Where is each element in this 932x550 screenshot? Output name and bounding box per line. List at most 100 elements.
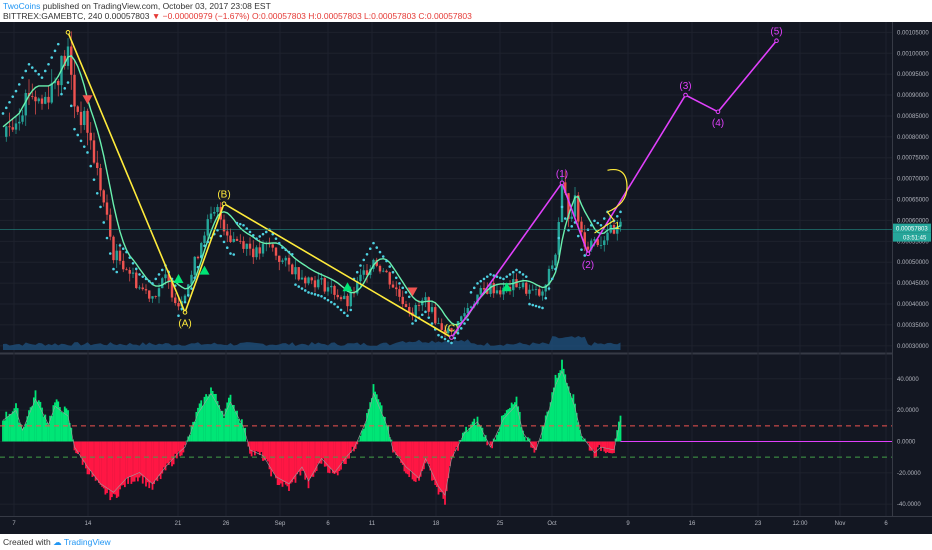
candle-body [57, 80, 60, 86]
candle-body [339, 297, 343, 300]
candle-body [414, 305, 417, 316]
candle-body [148, 290, 151, 299]
candle-body [395, 287, 398, 290]
buy-signal-triangle [501, 282, 512, 292]
sar-dot [121, 247, 125, 251]
candle-body [479, 288, 482, 295]
impulse-wave-pivot [449, 335, 454, 340]
candle-body [424, 297, 427, 301]
candle-body [294, 267, 297, 275]
candle-body [161, 278, 164, 289]
candle-body [463, 313, 466, 317]
osc-line [2, 370, 621, 496]
tradingview-link[interactable]: TradingView [63, 537, 111, 547]
candle-body [89, 132, 92, 141]
sar-dot [53, 49, 57, 53]
osc-tick-label: -40.0000 [897, 502, 921, 508]
sar-dot [596, 221, 600, 225]
candle-body [174, 297, 177, 304]
sar-dot [459, 327, 463, 330]
candle-body [564, 182, 567, 194]
sar-dot [300, 287, 304, 290]
sar-dot [147, 279, 151, 283]
candle-body [118, 250, 122, 261]
candle-body [102, 190, 105, 203]
candle-body [518, 287, 521, 289]
candle-body [213, 211, 216, 214]
sar-dot [222, 240, 226, 244]
candle-body [554, 254, 557, 266]
parabolic-sar [1, 42, 622, 345]
impulse-wave-line [450, 40, 778, 338]
candle-body [196, 256, 200, 259]
sar-dot [248, 230, 252, 234]
candle-body [531, 289, 534, 291]
sar-dot [524, 275, 528, 278]
candle-body [183, 295, 187, 302]
sar-dot [362, 258, 366, 262]
chart-canvas[interactable]: (A)(B)(C)(1)(2)(3)(4)(5)1 0.001050000.00… [0, 22, 932, 534]
candle-body [40, 98, 44, 104]
sub-wave-label: 1 [614, 221, 620, 232]
candle-body [83, 110, 86, 126]
candle-body [209, 213, 213, 220]
candle-body [291, 264, 294, 275]
candle-body [408, 306, 411, 313]
candle-body [391, 284, 395, 288]
corrective-wave-label: (B) [217, 190, 230, 201]
sar-dot [489, 273, 492, 276]
sar-dot [232, 253, 236, 256]
sar-dot [115, 270, 119, 274]
sar-dot [30, 66, 34, 69]
candle-body [255, 247, 258, 258]
osc-tick-label: 0.0000 [897, 439, 916, 445]
time-tick-label: 21 [175, 521, 182, 527]
sar-dot [151, 282, 154, 285]
candle-body [375, 259, 378, 266]
price-axis: 0.00105000 0.00100000 0.00095000 0.00090000… [897, 30, 929, 349]
impulse-wave-label: (3) [679, 81, 691, 92]
sar-dot [472, 286, 476, 290]
candle-body [177, 303, 180, 307]
candle-body [388, 272, 391, 285]
sar-dot [60, 92, 63, 96]
sar-dot [50, 56, 54, 59]
candle-body [96, 162, 99, 169]
candle-body [37, 98, 40, 102]
sar-dot [411, 322, 414, 325]
sar-dot [482, 277, 486, 281]
candle-body [14, 123, 18, 130]
candle-body [593, 239, 596, 241]
sar-dot [534, 304, 538, 308]
candle-body [336, 294, 339, 298]
current-price-badge-bg [893, 223, 931, 233]
candle-body [599, 245, 603, 246]
sar-dot [567, 228, 570, 232]
sar-dot [219, 234, 223, 238]
candle-body [434, 307, 437, 324]
candle-body [365, 270, 369, 275]
sar-dot [290, 253, 294, 256]
candle-body [538, 289, 541, 296]
impulse-wave-label: (5) [770, 27, 782, 38]
price-tick-label: 0.00075000 [897, 156, 929, 162]
tradingview-logo-icon: ☁ [53, 537, 62, 547]
author-link[interactable]: TwoCoins [3, 1, 41, 11]
candle-body [515, 279, 518, 288]
price-tick-label: 0.00070000 [897, 177, 929, 183]
volume-area [3, 336, 621, 350]
sar-dot [154, 277, 158, 281]
candle-body [606, 232, 609, 241]
sar-dot [196, 265, 200, 269]
candle-body [261, 243, 265, 254]
candle-body [359, 274, 362, 282]
candle-body [258, 247, 261, 254]
price-tick-label: 0.00055000 [897, 239, 929, 245]
candle-body [547, 268, 551, 285]
sar-dot [463, 322, 466, 325]
sar-dot [99, 205, 102, 209]
candle-body [326, 287, 330, 292]
sar-dot [138, 273, 141, 276]
osc-tick-label: -20.0000 [897, 471, 921, 477]
sar-dot [40, 76, 44, 79]
